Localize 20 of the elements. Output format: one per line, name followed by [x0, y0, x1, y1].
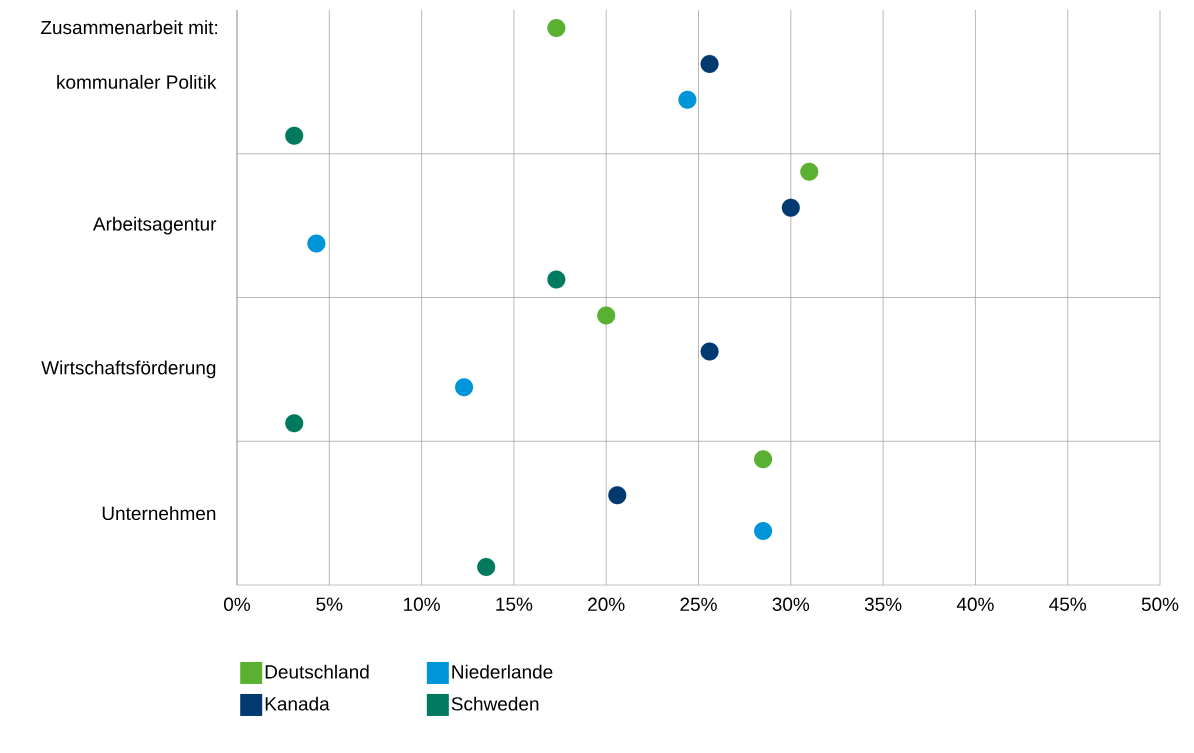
x-tick-label: 20%	[588, 597, 625, 611]
x-tick-label: 50%	[1141, 597, 1179, 611]
y-tick-label: Unternehmen	[102, 506, 216, 521]
legend-label: Deutschland	[265, 664, 369, 679]
x-tick-label: 40%	[956, 597, 994, 611]
legend-label: Niederlande	[452, 664, 553, 679]
x-tick-label: 0%	[224, 597, 251, 611]
x-tick-label: 30%	[772, 597, 810, 611]
x-tick-label: 25%	[680, 597, 717, 611]
x-tick-label: 10%	[404, 597, 440, 611]
x-tick-label: 45%	[1049, 597, 1087, 611]
chart-title: Zusammenarbeit mit:	[40, 20, 218, 35]
x-tick-label: 15%	[496, 597, 533, 611]
y-tick-label: kommunaler Politik	[57, 74, 217, 89]
legend-label: Schweden	[451, 696, 539, 711]
legend-label: Kanada	[265, 696, 330, 711]
y-tick-label: Arbeitsagentur	[92, 216, 217, 235]
x-tick-label: 5%	[316, 597, 343, 611]
x-tick-label: 35%	[864, 597, 902, 611]
y-tick-label: Wirtschaftsförderung	[41, 360, 216, 379]
